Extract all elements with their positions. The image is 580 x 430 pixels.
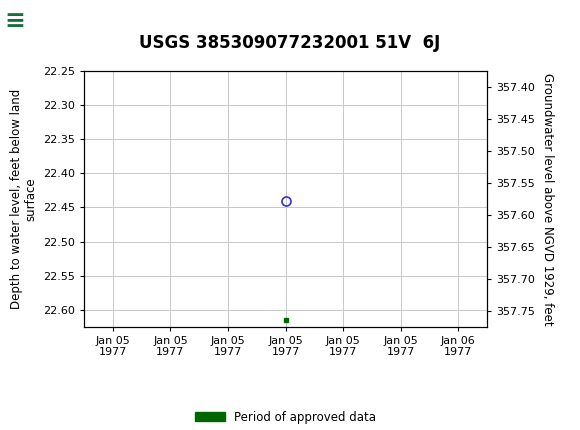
Text: ≡: ≡ — [5, 9, 26, 33]
Text: USGS: USGS — [38, 12, 93, 30]
Legend: Period of approved data: Period of approved data — [190, 406, 381, 428]
FancyBboxPatch shape — [5, 4, 57, 38]
Y-axis label: Depth to water level, feet below land
surface: Depth to water level, feet below land su… — [9, 89, 38, 309]
Y-axis label: Groundwater level above NGVD 1929, feet: Groundwater level above NGVD 1929, feet — [541, 73, 554, 325]
Text: USGS 385309077232001 51V  6J: USGS 385309077232001 51V 6J — [139, 34, 441, 52]
